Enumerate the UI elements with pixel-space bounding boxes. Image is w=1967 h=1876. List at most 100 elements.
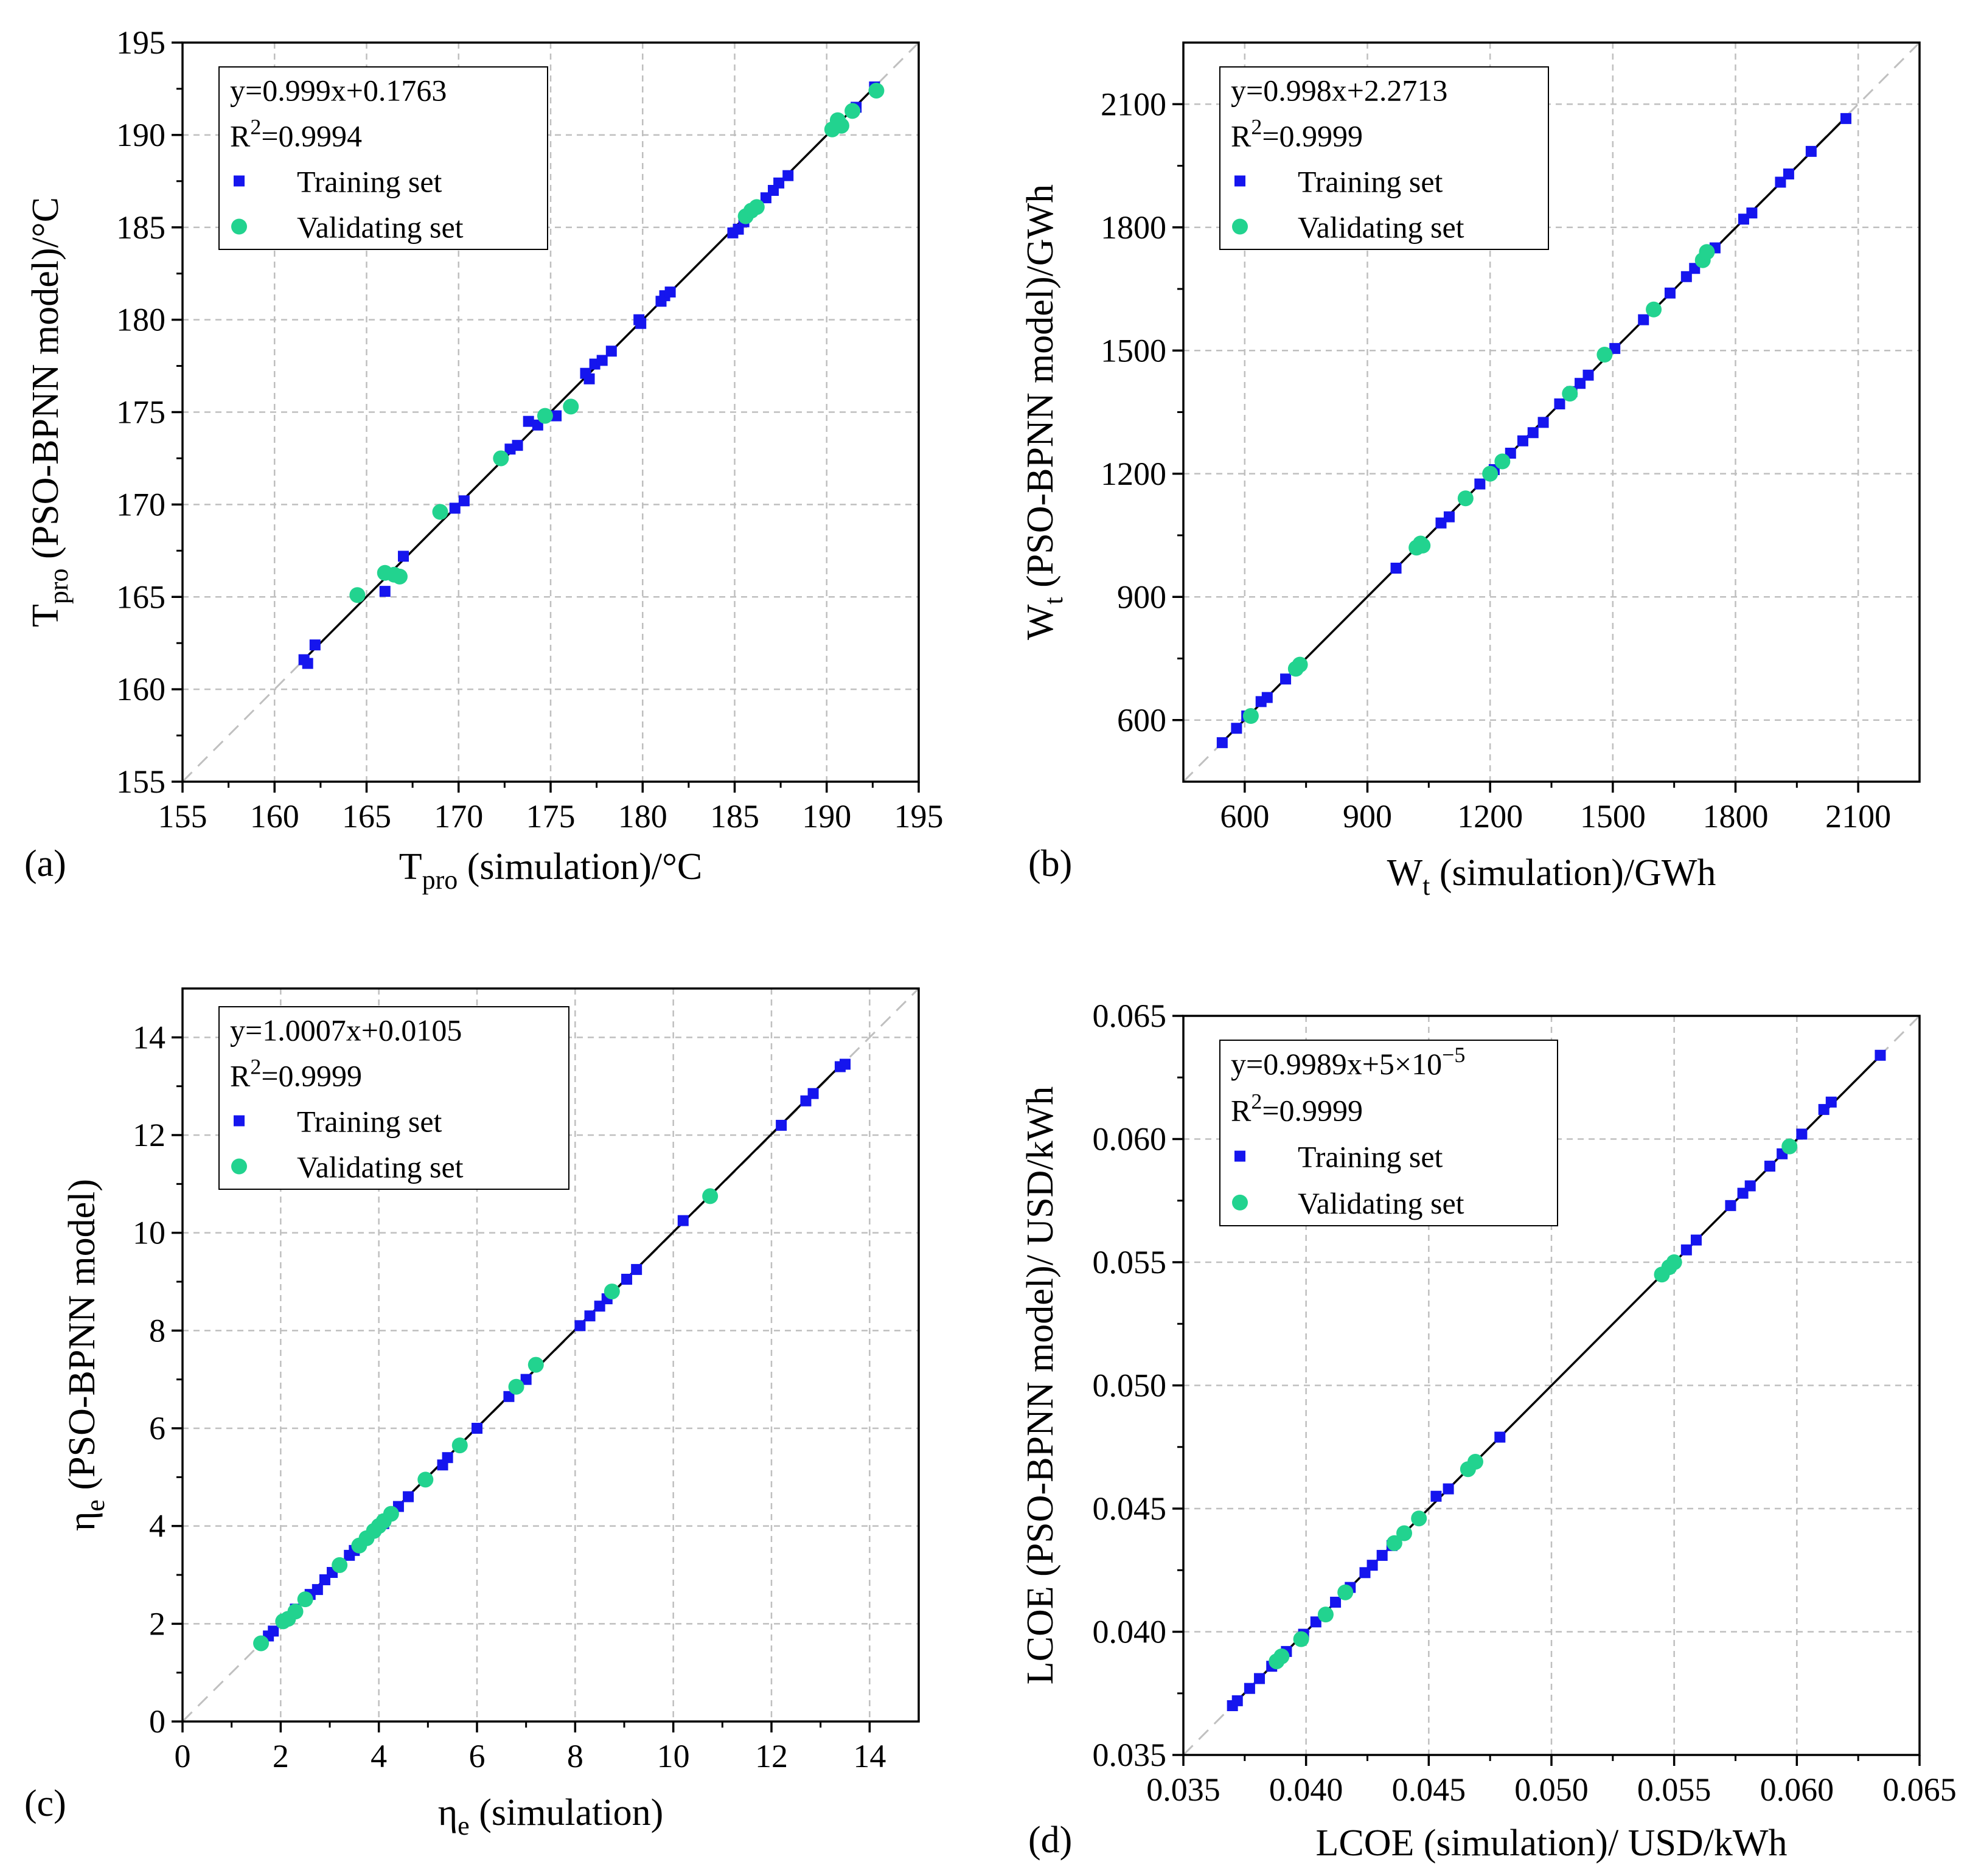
panel-letter: (b) xyxy=(1028,843,1072,884)
validating-point xyxy=(1396,1525,1412,1541)
validating-point xyxy=(1781,1138,1798,1155)
legend-r-value: =0.9999 xyxy=(261,1059,362,1093)
legend-box xyxy=(218,66,548,250)
x-tick-label: 185 xyxy=(710,798,759,835)
training-point xyxy=(551,410,562,422)
y-axis-title: LCOE (PSO-BPNN model)/ USD/kWh xyxy=(1020,1086,1061,1684)
training-point xyxy=(503,1391,515,1402)
x-tick-label: 1800 xyxy=(1703,798,1769,835)
legend-equation: y=0.9989x+5×10−5 xyxy=(1231,1043,1465,1081)
legend-training-marker xyxy=(1234,175,1245,187)
x-tick-label: 1200 xyxy=(1457,798,1523,835)
training-point xyxy=(1390,563,1402,574)
legend: y=0.9989x+5×10−5 R2=0.9999 Training set Val… xyxy=(1219,1040,1558,1226)
training-point xyxy=(1310,1616,1321,1628)
x-axis-title-main: η xyxy=(438,1792,458,1833)
x-tick-label: 10 xyxy=(657,1738,690,1774)
training-point xyxy=(1796,1128,1808,1140)
x-axis-title-sub: t xyxy=(1422,871,1430,901)
legend-box xyxy=(1219,66,1549,250)
x-tick-label: 0.050 xyxy=(1514,1771,1589,1808)
validating-point xyxy=(604,1284,620,1300)
legend-validating-marker xyxy=(1232,1194,1248,1211)
validating-point xyxy=(1337,1584,1354,1600)
plot-frame xyxy=(181,987,920,1723)
training-point xyxy=(403,1491,414,1503)
x-axis-title-main: LCOE (simulation)/ USD/kWh xyxy=(1316,1822,1788,1864)
validating-point xyxy=(1292,656,1308,673)
x-axis-title-rest: (simulation) xyxy=(470,1792,664,1833)
y-axis-title-sub: pro xyxy=(44,568,74,604)
chart-panel-1: 155 160 165 170 175 180 185 190 195 155 160 165 170 1… xyxy=(24,24,944,895)
legend-validating-label: Validating set xyxy=(297,210,464,245)
legend-r-squared: R2=0.9994 xyxy=(230,115,362,153)
x-tick-label: 900 xyxy=(1343,798,1392,835)
legend-validating-label: Validating set xyxy=(297,1150,464,1184)
training-point xyxy=(1825,1096,1837,1108)
training-point xyxy=(1494,1431,1506,1443)
y-axis-title-sub: e xyxy=(80,1499,110,1512)
validating-point xyxy=(1293,1631,1309,1647)
training-point xyxy=(1527,427,1539,439)
training-point xyxy=(1875,1049,1886,1061)
validating-point xyxy=(1494,453,1511,470)
training-point xyxy=(621,1273,633,1285)
validating-point xyxy=(417,1471,434,1488)
y-tick-label: 1800 xyxy=(1101,209,1166,246)
training-point xyxy=(1261,692,1273,703)
x-tick-label: 600 xyxy=(1220,798,1269,835)
training-point xyxy=(1280,673,1292,685)
training-point xyxy=(523,415,534,427)
y-tick-label: 1500 xyxy=(1101,332,1166,369)
y-tick-label: 175 xyxy=(116,394,165,431)
validating-point xyxy=(432,504,448,520)
x-axis-title: LCOE (simulation)/ USD/kWh xyxy=(1316,1822,1788,1864)
validating-point xyxy=(1457,490,1474,507)
training-point xyxy=(1744,1180,1756,1192)
validating-point xyxy=(383,1506,399,1522)
y-tick-label: 1200 xyxy=(1101,456,1166,492)
validating-point xyxy=(1411,1510,1427,1527)
legend-equation: y=1.0007x+0.0105 xyxy=(230,1013,462,1047)
training-point xyxy=(782,170,794,181)
y-tick-label: 180 xyxy=(116,302,165,338)
legend: y=0.998x+2.2713 R2=0.9999 Training set Vali… xyxy=(1219,66,1549,250)
training-point xyxy=(1664,287,1676,299)
y-axis-title-sub: t xyxy=(1039,597,1068,604)
validating-point xyxy=(287,1603,304,1620)
validating-point xyxy=(332,1557,348,1573)
y-axis-title: Tpro (PSO-BPNN model)/°C xyxy=(25,197,74,627)
validating-point xyxy=(844,103,861,119)
training-point xyxy=(1443,1483,1454,1495)
x-axis-title-main: T xyxy=(399,846,422,888)
legend-r-exponent: 2 xyxy=(1251,115,1262,139)
training-point xyxy=(631,1263,642,1275)
training-point xyxy=(773,177,785,189)
validating-point xyxy=(563,398,579,415)
legend-r-squared: R2=0.9999 xyxy=(230,1055,362,1093)
training-point xyxy=(1783,168,1794,179)
legend-r-squared: R2=0.9999 xyxy=(1231,115,1363,153)
training-point xyxy=(379,586,391,597)
training-point xyxy=(1216,737,1228,748)
x-tick-label: 6 xyxy=(469,1738,486,1774)
validating-point xyxy=(1317,1607,1334,1623)
y-tick-label: 160 xyxy=(116,671,165,707)
y-tick-label: 6 xyxy=(149,1410,165,1447)
training-point xyxy=(512,440,523,451)
y-tick-label: 8 xyxy=(149,1312,165,1349)
x-tick-label: 190 xyxy=(802,798,851,835)
x-axis-title-rest: (simulation)/GWh xyxy=(1430,852,1716,894)
legend-equation-exponent: −5 xyxy=(1442,1043,1465,1067)
y-tick-label: 185 xyxy=(116,209,165,246)
training-point xyxy=(268,1625,279,1637)
y-tick-label: 165 xyxy=(116,578,165,615)
training-point xyxy=(312,1584,323,1596)
training-point xyxy=(807,1088,819,1099)
y-tick-label: 4 xyxy=(149,1508,165,1544)
x-tick-label: 8 xyxy=(567,1738,583,1774)
validating-point xyxy=(1562,386,1578,402)
legend: y=0.999x+0.1763 R2=0.9994 Training set Vali… xyxy=(218,66,548,250)
training-point xyxy=(1517,435,1528,446)
